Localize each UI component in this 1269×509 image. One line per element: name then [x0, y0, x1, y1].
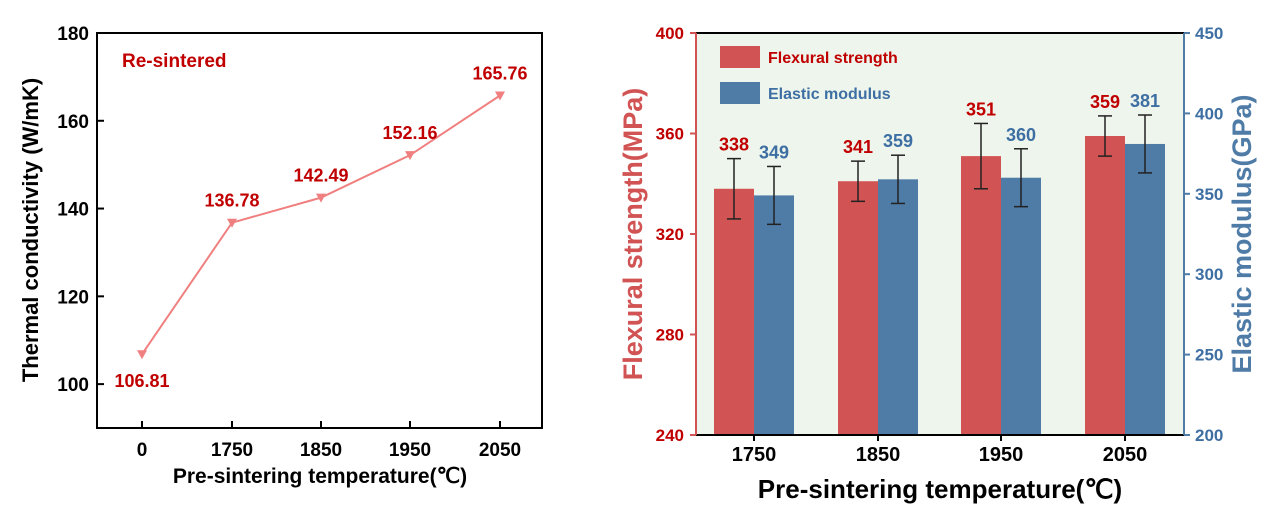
right-x-tick-label: 1850 — [856, 444, 901, 466]
left-plot-frame — [96, 32, 543, 429]
flexural-strength-bar — [714, 188, 754, 435]
left-axis-tick-label: 240 — [656, 426, 684, 445]
right-error-bars — [727, 114, 1152, 226]
left-y-tick-label: 100 — [57, 375, 89, 396]
data-value-label: 152.16 — [382, 123, 437, 143]
elastic-modulus-bar — [1001, 177, 1041, 435]
legend-label: Elastic modulus — [768, 86, 891, 103]
right-x-tick-label: 1950 — [979, 444, 1024, 466]
right-axis-tick-label: 250 — [1195, 346, 1223, 365]
right-bars — [714, 136, 1165, 436]
left-x-tick-label: 1850 — [300, 440, 342, 461]
left-x-tick-label: 2050 — [479, 440, 521, 461]
data-point-marker — [137, 350, 147, 360]
left-y-ticks: 100 120 140 160 180 — [57, 24, 104, 396]
thermal-conductivity-chart: Re-sintered 100 120 140 160 180 0 1750 1850 195… — [18, 24, 543, 488]
left-axis-tick-label: 360 — [656, 125, 684, 144]
elastic-modulus-bar — [878, 179, 918, 435]
legend-label: Flexural strength — [768, 50, 898, 67]
data-value-label: 142.49 — [293, 166, 348, 186]
bar-value-label: 341 — [843, 137, 873, 157]
right-right-y-axis-title: Elastic modulus(GPa) — [1227, 94, 1257, 373]
left-x-tick-label: 1950 — [389, 440, 431, 461]
left-y-tick-label: 120 — [57, 287, 89, 308]
left-y-axis-title: Thermal conductivity (W/mK) — [18, 78, 43, 382]
data-point-marker — [227, 218, 237, 228]
left-y-tick-label: 180 — [57, 24, 89, 45]
bar-value-label: 359 — [883, 131, 913, 151]
flexural-strength-bar — [1085, 136, 1125, 435]
bar-value-label: 349 — [759, 142, 789, 162]
elastic-modulus-bar — [1125, 143, 1165, 435]
left-annotation: Re-sintered — [122, 51, 227, 72]
flexural-strength-bar — [838, 181, 878, 435]
left-x-tick-label: 1750 — [211, 440, 253, 461]
bar-value-label: 359 — [1090, 92, 1120, 112]
data-value-label: 165.76 — [472, 63, 527, 83]
thermal-conductivity-line — [141, 94, 501, 355]
data-point-marker — [405, 151, 415, 161]
data-point-marker — [495, 91, 505, 101]
elastic-modulus-bar — [754, 195, 794, 435]
legend-swatch-flexural — [720, 46, 760, 68]
left-axis-tick-label: 320 — [656, 225, 684, 244]
left-axis-tick-label: 280 — [656, 326, 684, 345]
bar-value-label: 351 — [966, 99, 996, 119]
left-x-ticks: 0 1750 1850 1950 2050 — [137, 421, 521, 461]
data-value-label: 106.81 — [114, 371, 169, 391]
left-axis-tick-label: 400 — [656, 24, 684, 43]
bar-value-label: 381 — [1130, 91, 1160, 111]
right-legend: Flexural strength Elastic modulus — [720, 46, 898, 104]
right-axis-tick-label: 300 — [1195, 265, 1223, 284]
bar-value-label: 360 — [1006, 125, 1036, 145]
right-axis-tick-label: 350 — [1195, 185, 1223, 204]
left-x-tick-label: 0 — [137, 440, 148, 461]
bar-value-label: 338 — [719, 135, 749, 155]
right-left-y-ticks: 240 280 320 360 400 — [656, 24, 696, 445]
right-axis-tick-label: 450 — [1195, 24, 1223, 43]
data-point-marker — [316, 193, 326, 203]
data-value-label: 136.78 — [204, 191, 259, 211]
thermal-conductivity-markers: 106.81 136.78 142.49 152.16 165.76 — [114, 63, 527, 391]
left-y-tick-label: 160 — [57, 112, 89, 133]
right-x-axis-title: Pre-sintering temperature(℃) — [758, 474, 1122, 504]
right-axis-tick-label: 400 — [1195, 104, 1223, 123]
right-value-labels: 338 341 351 359 349 359 360 381 — [719, 91, 1160, 162]
right-x-tick-label: 2050 — [1103, 444, 1148, 466]
right-x-ticks: 1750 1850 1950 2050 — [732, 435, 1148, 466]
legend-swatch-elastic — [720, 82, 760, 104]
mechanical-properties-chart: 338 341 351 359 349 359 360 381 240 280 320 360 400… — [618, 24, 1257, 504]
right-right-y-ticks: 200 250 300 350 400 450 — [1184, 24, 1223, 445]
right-x-tick-label: 1750 — [732, 444, 777, 466]
right-axis-tick-label: 200 — [1195, 426, 1223, 445]
left-x-axis-title: Pre-sintering temperature(℃) — [173, 465, 467, 488]
flexural-strength-bar — [961, 156, 1001, 436]
left-y-tick-label: 140 — [57, 200, 89, 221]
right-left-y-axis-title: Flexural strength(MPa) — [618, 88, 648, 381]
